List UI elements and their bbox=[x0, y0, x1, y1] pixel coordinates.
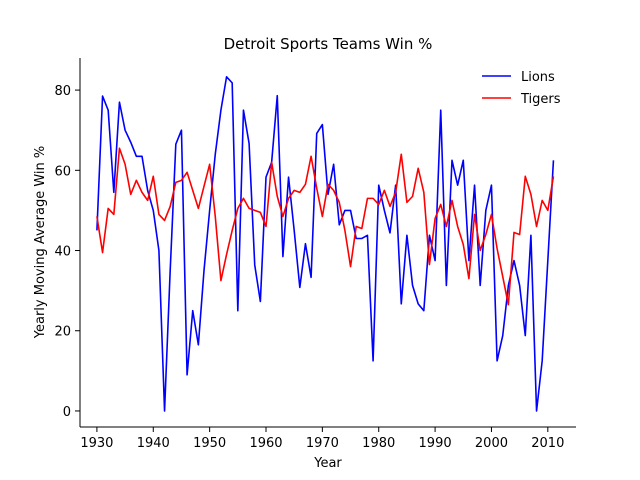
x-tick-label: 2000 bbox=[475, 436, 508, 451]
x-tick-label: 1940 bbox=[137, 436, 170, 451]
legend-label-lions: Lions bbox=[521, 70, 555, 85]
y-tick-label: 80 bbox=[54, 84, 71, 99]
x-tick-label: 1930 bbox=[80, 436, 113, 451]
chart-title: Detroit Sports Teams Win % bbox=[224, 35, 433, 53]
x-tick-label: 2010 bbox=[531, 436, 564, 451]
series-line-lions bbox=[96, 76, 555, 412]
x-tick-label: 1950 bbox=[193, 436, 226, 451]
y-axis-ticks: 0 20 40 60 80 bbox=[54, 84, 80, 420]
x-axis-title: Year bbox=[313, 456, 342, 471]
x-tick-label: 1990 bbox=[419, 436, 452, 451]
y-tick-label: 0 bbox=[63, 405, 71, 420]
series-line-tigers bbox=[96, 147, 555, 306]
y-tick-label: 40 bbox=[54, 245, 71, 260]
x-tick-label: 1960 bbox=[249, 436, 282, 451]
y-tick-label: 60 bbox=[54, 164, 71, 179]
y-tick-label: 20 bbox=[54, 325, 71, 340]
x-axis-ticks: 1930 1940 1950 1960 1970 1980 1990 2000 2010 bbox=[80, 427, 564, 451]
y-axis-title: Yearly Moving Average Win % bbox=[33, 146, 48, 339]
x-tick-label: 1970 bbox=[306, 436, 339, 451]
x-tick-label: 1980 bbox=[362, 436, 395, 451]
series-layer bbox=[96, 76, 555, 412]
legend: Lions Tigers bbox=[482, 70, 561, 107]
legend-label-tigers: Tigers bbox=[520, 92, 561, 107]
